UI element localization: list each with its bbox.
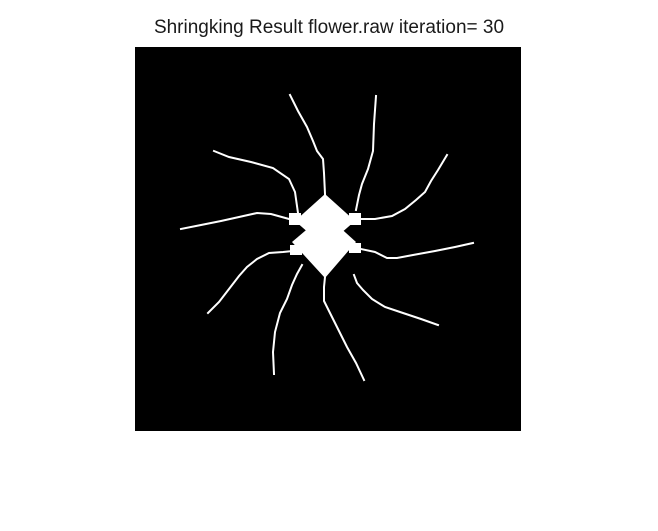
branch-upper-left — [212, 149, 300, 215]
branch-top-right — [354, 94, 378, 212]
central-blob-lower-left-stub — [290, 245, 302, 255]
central-blob-right-stub — [349, 213, 361, 225]
branch-right — [359, 241, 475, 259]
branch-top-left — [288, 93, 327, 196]
central-blob-lower-right-stub — [349, 243, 361, 253]
central-blob-left-stub — [289, 213, 301, 225]
figure-title: Shringking Result flower.raw iteration= … — [153, 17, 505, 38]
branch-upper-right — [360, 153, 449, 220]
central-blob — [289, 194, 361, 278]
branch-bottom-left — [271, 263, 304, 376]
branch-left — [179, 211, 291, 231]
branch-bottom-right — [323, 275, 366, 382]
branch-lower-left — [206, 249, 295, 315]
skeleton-branches — [179, 93, 475, 382]
image-canvas — [135, 47, 521, 431]
central-blob-lower — [292, 214, 356, 278]
branch-lower-right — [352, 273, 440, 327]
shrinking-result-image — [179, 93, 475, 382]
